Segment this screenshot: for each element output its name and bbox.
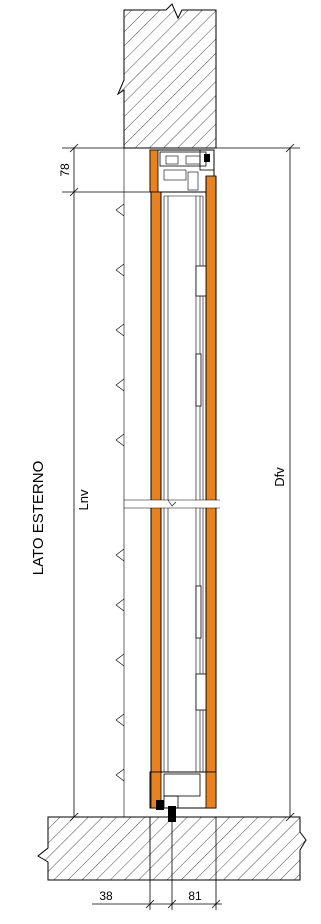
sill-orange-right <box>205 771 217 809</box>
break-mark-9 <box>115 713 125 727</box>
dimension-bottom: 38 81 <box>92 817 222 910</box>
break-mark-2 <box>115 263 125 277</box>
dimension-78: 78 <box>58 143 150 197</box>
dimension-lnv: Lnv <box>62 192 124 822</box>
head-orange-left <box>149 149 159 193</box>
break-mark-4 <box>115 378 125 392</box>
break-mark-6 <box>115 548 125 562</box>
sash-right-orange <box>205 175 217 807</box>
break-mark-7 <box>115 598 125 612</box>
upper-wall <box>116 3 217 149</box>
break-mark-5 <box>115 433 125 447</box>
dimension-dfv: Dfv <box>216 143 300 822</box>
side-label: LATO ESTERNO <box>30 461 47 575</box>
wall-break-line <box>115 148 125 817</box>
window-frame <box>124 149 220 822</box>
dfv-label: Dfv <box>272 467 287 487</box>
lnv-label: Lnv <box>76 489 91 510</box>
break-mark-8 <box>115 653 125 667</box>
sash-left-orange <box>150 191 162 805</box>
break-mark-3 <box>115 323 125 337</box>
break-mark-10 <box>115 768 125 782</box>
dim-38-label: 38 <box>99 889 113 903</box>
break-mark-1 <box>115 203 125 217</box>
dim-78-label: 78 <box>58 163 72 177</box>
dim-81-label: 81 <box>188 889 202 903</box>
